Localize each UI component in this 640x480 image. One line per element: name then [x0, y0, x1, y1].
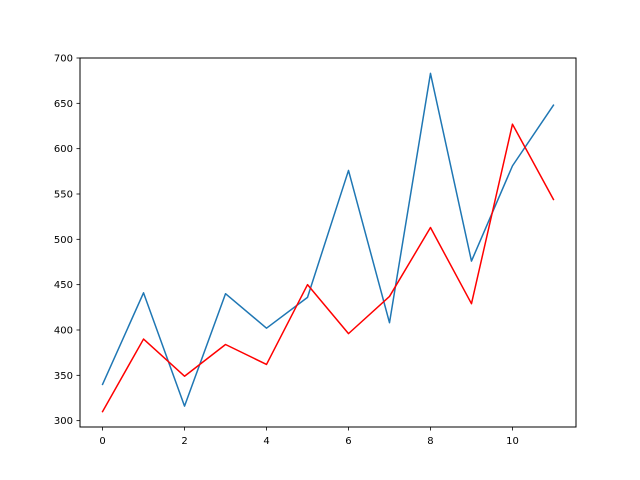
- x-tick-label: 6: [345, 436, 351, 447]
- y-tick-label: 350: [54, 371, 73, 382]
- y-tick-label: 650: [54, 99, 73, 110]
- y-tick-label: 450: [54, 280, 73, 291]
- x-tick-label: 4: [263, 436, 269, 447]
- plot-frame: [79, 57, 577, 428]
- plot-area: [80, 58, 576, 427]
- x-tick-label: 10: [506, 436, 519, 447]
- series-line-2: [101, 123, 555, 413]
- y-tick-label: 400: [54, 325, 73, 336]
- x-tick-label: 0: [99, 436, 105, 447]
- y-tick-label: 700: [54, 54, 73, 65]
- y-tick-label: 600: [54, 144, 73, 155]
- x-tick-label: 8: [427, 436, 433, 447]
- y-tick-label: 550: [54, 189, 73, 200]
- y-tick-label: 300: [54, 416, 73, 427]
- series-line-1: [101, 72, 555, 407]
- y-tick-label: 500: [54, 235, 73, 246]
- x-axis: 0 2 4 6 8 10: [99, 427, 519, 447]
- series-layer: [101, 72, 555, 413]
- x-tick-label: 2: [181, 436, 187, 447]
- y-axis: 300 350 400 450 500 550 600 650 700: [54, 54, 80, 427]
